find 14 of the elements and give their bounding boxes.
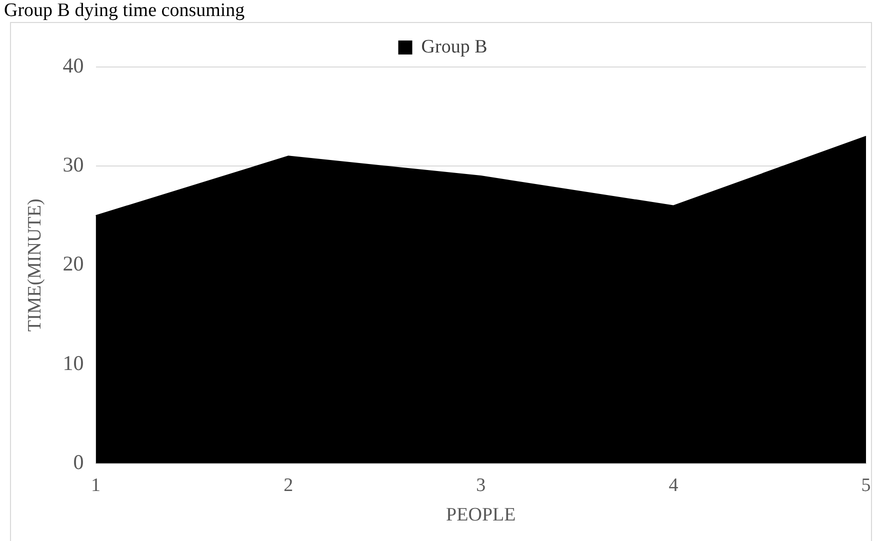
- y-tick-label: 40: [62, 54, 84, 78]
- x-tick-label: 3: [476, 474, 486, 496]
- y-tick-label: 20: [62, 252, 84, 276]
- x-tick-label: 2: [284, 474, 294, 496]
- y-tick-label: 0: [73, 450, 84, 474]
- y-tick-label: 10: [62, 350, 84, 375]
- x-axis-title: PEOPLE: [446, 504, 516, 526]
- legend-label: Group B: [421, 36, 488, 58]
- x-tick-label: 4: [668, 474, 679, 496]
- chart-title: Group B dying time consuming: [4, 0, 245, 22]
- y-tick-label: 30: [62, 152, 84, 177]
- x-tick-label: 1: [91, 474, 101, 496]
- y-axis-title: TIME(MINUTE): [24, 198, 46, 332]
- x-tick-label: 5: [861, 474, 871, 496]
